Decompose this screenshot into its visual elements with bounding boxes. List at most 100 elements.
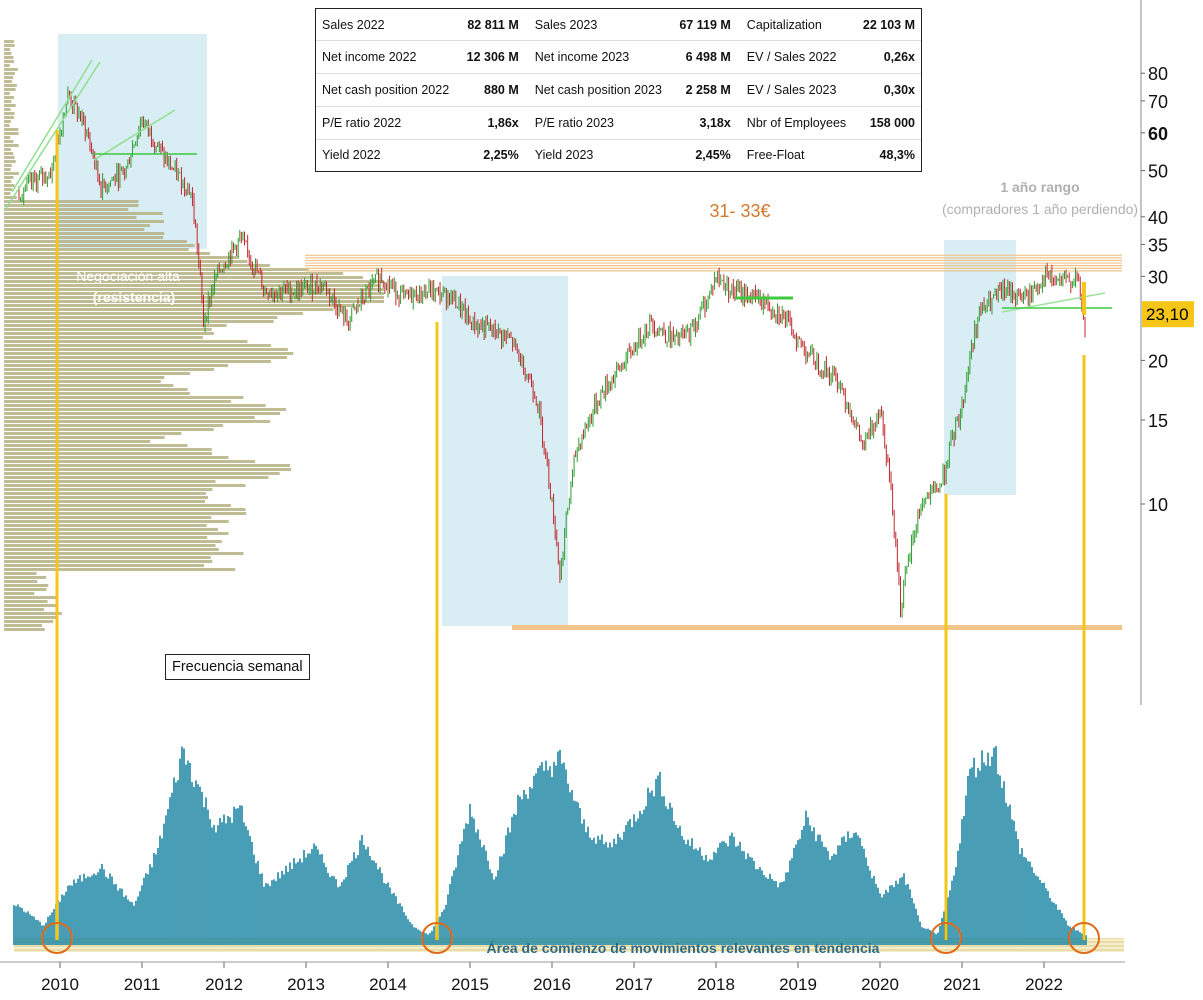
volume-profile-bar	[4, 328, 212, 331]
volume-profile-bar	[4, 164, 12, 167]
volume-profile-bar	[4, 400, 232, 403]
volume-profile-bar	[4, 348, 288, 351]
column-gap	[736, 9, 741, 42]
volume-profile-bar	[4, 516, 212, 519]
y-tick-label: 40	[1148, 208, 1168, 228]
volume-profile-bar	[4, 52, 12, 55]
trend-line	[93, 109, 176, 161]
volume-profile-bar	[4, 300, 384, 303]
volume-profile-bar	[4, 600, 48, 603]
volume-profile-bar	[4, 368, 215, 371]
volume-profile-bar	[4, 240, 187, 243]
volume-profile-bar	[4, 504, 231, 507]
volume-profile-bar	[4, 332, 214, 335]
highlight-box	[442, 276, 568, 626]
volume-profile-bar	[4, 500, 206, 503]
volume-profile-bar	[4, 612, 62, 615]
volume-profile-bar	[4, 232, 165, 235]
volume-profile-bar	[4, 480, 216, 483]
metric-value: 6 498 M	[671, 40, 737, 75]
volume-profile-bar	[4, 340, 248, 343]
trend-line	[4, 61, 101, 211]
volume-profile-bar	[4, 124, 10, 127]
volume-profile-bar	[4, 528, 218, 531]
oscillator: Área de comienzo de movimientos relevant…	[13, 746, 1124, 956]
volume-profile-bar	[4, 564, 205, 567]
volume-profile-bar	[4, 464, 290, 467]
volume-profile-bar	[4, 344, 272, 347]
volume-profile-bar	[4, 432, 182, 435]
metric-value: 0,26x	[855, 40, 921, 75]
metric-value: 2,25%	[483, 148, 519, 163]
volume-profile-bar	[4, 284, 380, 287]
range-subtitle: (compradores 1 año perdiendo)	[942, 201, 1138, 217]
volume-profile-bar	[4, 572, 37, 575]
volume-profile-bar	[4, 140, 14, 143]
metric-label: P/E ratio 2022	[316, 106, 459, 140]
area-label: Área de comienzo de movimientos relevant…	[487, 940, 880, 956]
volume-profile-bar	[4, 160, 16, 163]
volume-profile-bar	[4, 620, 54, 623]
metric-label: Net income 2022	[316, 40, 459, 75]
volume-profile-bar	[4, 180, 12, 183]
volume-profile-bar	[4, 104, 16, 107]
trend-lines	[4, 59, 1112, 313]
metric-label: Net cash position 2022	[316, 73, 459, 107]
volume-profile-bar	[4, 76, 14, 79]
volume-profile-bar	[4, 228, 145, 231]
metric-label: Nbr of Employees	[740, 106, 856, 140]
volume-profile-bar	[4, 372, 190, 375]
last-price-label: 23,10	[1146, 305, 1189, 324]
volume-profile-bar	[4, 484, 246, 487]
range-title: 1 año rango	[1000, 179, 1079, 195]
volume-profile-bar	[4, 568, 236, 571]
metric-label: P/E ratio 2023	[528, 106, 672, 140]
volume-profile-bar	[4, 48, 11, 51]
x-tick-label: 2013	[287, 975, 325, 994]
volume-profile-bar	[4, 100, 12, 103]
volume-profile-bar	[4, 152, 14, 155]
volume-profile-bar	[4, 188, 13, 191]
volume-profile-bar	[4, 68, 18, 71]
volume-profile-bar	[4, 408, 286, 411]
volume-profile-bar	[4, 116, 14, 119]
x-tick-label: 2020	[861, 975, 899, 994]
support-line	[512, 625, 1122, 630]
marker-circle	[41, 922, 73, 954]
volume-profile-bar	[4, 168, 11, 171]
volume-profile-bar	[4, 196, 17, 199]
column-gap	[524, 106, 529, 140]
fundamentals-table: Sales 2022 82 811 M Sales 2023 67 119 M Capi…	[315, 8, 922, 172]
volume-profile-bar	[4, 80, 12, 83]
y-tick-label: 15	[1148, 411, 1168, 431]
metric-label: Yield 2022	[322, 148, 381, 163]
metric-label: EV / Sales 2023	[740, 73, 856, 107]
volume-profile-bar	[4, 404, 266, 407]
volume-profile-bar	[4, 496, 209, 499]
volume-profile-bar	[4, 296, 384, 299]
volume-profile-bar	[4, 272, 344, 275]
metric-value: 67 119 M	[671, 9, 737, 42]
metric-value: 3,18x	[671, 106, 737, 140]
volume-profile-bar	[4, 316, 278, 319]
volume-profile-bar	[4, 352, 294, 355]
x-tick-label: 2022	[1025, 975, 1063, 994]
y-tick-label: 50	[1148, 162, 1168, 182]
column-gap	[524, 9, 529, 42]
volume-profile-bar	[4, 136, 11, 139]
volume-profile-bar	[4, 468, 292, 471]
volume-profile-bar	[4, 208, 129, 211]
volume-profile-bar	[4, 204, 139, 207]
volume-profile-bar	[4, 156, 15, 159]
volume-profile-bar	[4, 88, 16, 91]
volume-profile-bar	[4, 56, 14, 59]
metric-value: 2,45%	[695, 148, 731, 163]
x-tick-label: 2010	[41, 975, 79, 994]
metric-label: Net income 2023	[528, 40, 672, 75]
volume-profile-bar	[4, 540, 222, 543]
volume-profile-bar	[4, 616, 56, 619]
column-gap	[524, 40, 529, 75]
volume-profile-bar	[4, 444, 188, 447]
